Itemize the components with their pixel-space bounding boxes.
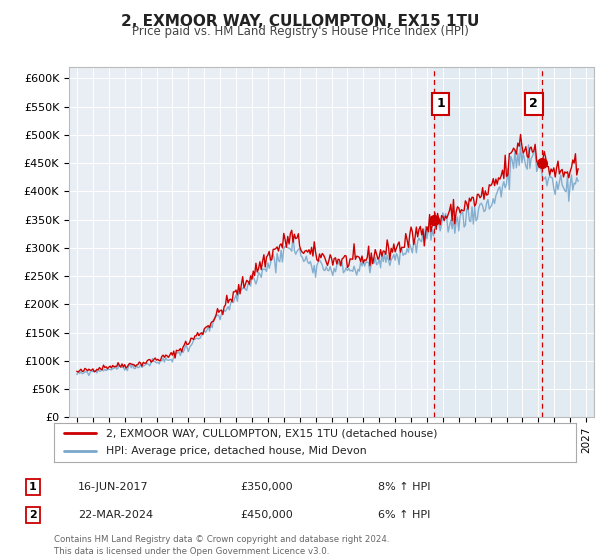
Text: £450,000: £450,000 [240,510,293,520]
Text: 6% ↑ HPI: 6% ↑ HPI [378,510,430,520]
Text: 2, EXMOOR WAY, CULLOMPTON, EX15 1TU (detached house): 2, EXMOOR WAY, CULLOMPTON, EX15 1TU (det… [106,428,438,438]
Text: 2: 2 [529,97,538,110]
Text: £350,000: £350,000 [240,482,293,492]
Text: 22-MAR-2024: 22-MAR-2024 [78,510,153,520]
Text: 2, EXMOOR WAY, CULLOMPTON, EX15 1TU: 2, EXMOOR WAY, CULLOMPTON, EX15 1TU [121,14,479,29]
Text: HPI: Average price, detached house, Mid Devon: HPI: Average price, detached house, Mid … [106,446,367,456]
Text: 1: 1 [29,482,37,492]
Text: 2: 2 [29,510,37,520]
Text: Price paid vs. HM Land Registry's House Price Index (HPI): Price paid vs. HM Land Registry's House … [131,25,469,38]
Text: Contains HM Land Registry data © Crown copyright and database right 2024.
This d: Contains HM Land Registry data © Crown c… [54,535,389,556]
Bar [434,67,594,417]
Text: 8% ↑ HPI: 8% ↑ HPI [378,482,431,492]
Text: 1: 1 [436,97,445,110]
Text: 16-JUN-2017: 16-JUN-2017 [78,482,149,492]
